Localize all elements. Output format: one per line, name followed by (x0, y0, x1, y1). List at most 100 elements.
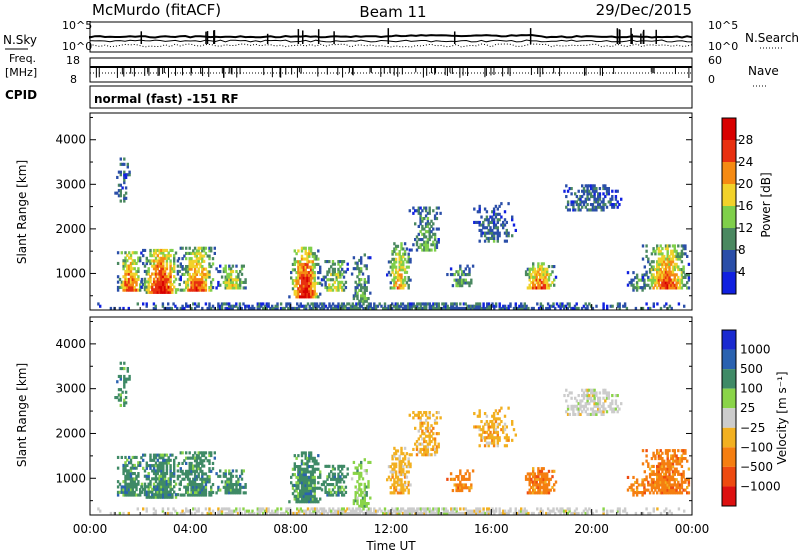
velocity-cell (539, 509, 543, 513)
power-cell (520, 306, 523, 310)
power-cell (129, 272, 133, 276)
velocity-cell (186, 475, 190, 479)
velocity-cell (487, 511, 491, 515)
velocity-cell (480, 433, 483, 437)
velocity-cell (162, 453, 165, 457)
velocity-cell (618, 509, 621, 513)
power-cell (542, 275, 545, 279)
velocity-cell (450, 511, 453, 515)
power-cell (468, 306, 471, 310)
velocity-cell (152, 472, 156, 476)
power-cell (466, 273, 469, 277)
power-cell (309, 281, 313, 285)
velocity-cell (530, 472, 533, 476)
velocity-cell (160, 453, 163, 457)
velocity-cell (444, 507, 448, 511)
velocity-cell (133, 480, 136, 484)
velocity-cell (408, 509, 412, 513)
velocity-cell (163, 453, 167, 457)
power-cell (588, 189, 591, 193)
velocity-cell (154, 485, 158, 489)
velocity-cell (650, 488, 654, 492)
power-cell (540, 281, 544, 285)
velocity-cell (352, 499, 356, 503)
velocity-cell (116, 455, 120, 459)
velocity-cell (350, 477, 354, 481)
power-cell (430, 304, 433, 308)
power-cell (311, 284, 315, 288)
power-cell (509, 302, 512, 306)
power-cell (224, 270, 227, 274)
power-cell (421, 227, 424, 231)
power-cell (145, 290, 148, 294)
velocity-cell (664, 486, 668, 490)
velocity-cell (360, 502, 363, 506)
velocity-cell (396, 478, 400, 482)
power-cell (394, 265, 398, 269)
power-cell (137, 269, 140, 273)
power-cell (156, 264, 159, 268)
velocity-cell (311, 470, 315, 474)
power-cell (124, 264, 127, 268)
power-cell (315, 295, 318, 299)
velocity-cell (244, 485, 247, 489)
power-cell (258, 306, 261, 310)
power-cells (97, 157, 691, 310)
power-cell (678, 286, 682, 290)
power-cell (680, 252, 684, 256)
power-cell (285, 302, 288, 306)
velocity-cell (335, 511, 338, 515)
velocity-cell (293, 467, 296, 471)
velocity-cell (118, 482, 122, 486)
power-cell (602, 205, 605, 209)
velocity-cell (675, 483, 678, 487)
power-cell (199, 262, 202, 266)
velocity-cell (202, 472, 206, 476)
noise-traces (89, 28, 693, 48)
power-cell (208, 306, 211, 310)
colorbar-swatch (722, 140, 736, 162)
power-cell (664, 262, 668, 266)
velocity-cell (186, 472, 190, 476)
power-cell (394, 270, 398, 274)
velocity-cell (680, 449, 684, 453)
power-cell (663, 273, 666, 277)
power-cell (197, 246, 200, 250)
power-cell (494, 204, 498, 208)
power-cell (297, 268, 300, 272)
velocity-cell (357, 511, 360, 515)
power-cell (171, 288, 174, 292)
power-cell (149, 285, 152, 289)
velocity-cell (173, 458, 176, 462)
velocity-cell (306, 475, 309, 479)
velocity-cell (468, 472, 471, 476)
power-cell (354, 261, 357, 265)
velocity-cell (589, 412, 593, 416)
power-cell (224, 286, 227, 290)
velocity-cell (582, 394, 586, 398)
velocity-cell (364, 511, 367, 515)
velocity-cell (437, 432, 440, 436)
power-cell (568, 302, 571, 306)
velocity-cell (192, 456, 195, 460)
velocity-cell (657, 470, 661, 474)
power-cell (319, 302, 322, 306)
velocity-cell (116, 466, 120, 470)
velocity-cell (432, 509, 435, 513)
velocity-cell (181, 477, 184, 481)
power-cell (533, 273, 537, 277)
velocity-cell (595, 509, 598, 513)
power-cell (317, 304, 320, 308)
velocity-cell (253, 511, 256, 515)
power-cell (415, 235, 419, 239)
velocity-cell (135, 482, 138, 486)
power-cell (598, 195, 602, 199)
velocity-cell (639, 483, 642, 487)
velocity-cell (124, 466, 127, 470)
power-cell (403, 306, 406, 310)
power-cell (657, 260, 661, 264)
velocity-cell (663, 480, 666, 484)
velocity-cell (494, 507, 498, 511)
power-cell (160, 288, 163, 292)
power-cell (131, 251, 134, 255)
